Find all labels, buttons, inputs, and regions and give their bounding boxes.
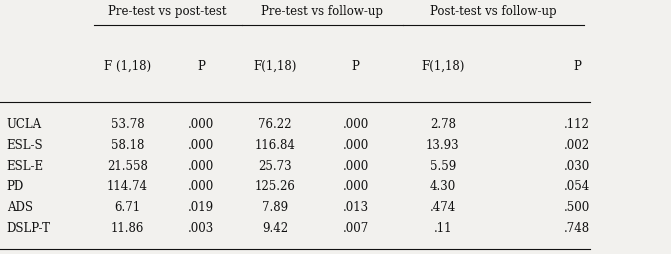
Text: ESL-S: ESL-S [7, 139, 44, 152]
Text: 5.59: 5.59 [429, 160, 456, 173]
Text: .000: .000 [188, 139, 215, 152]
Text: .000: .000 [188, 180, 215, 194]
Text: 4.30: 4.30 [429, 180, 456, 194]
Text: .007: .007 [342, 222, 369, 235]
Text: DSLP-T: DSLP-T [7, 222, 51, 235]
Text: .000: .000 [188, 118, 215, 131]
Text: P: P [352, 59, 360, 73]
Text: Pre-test vs follow-up: Pre-test vs follow-up [261, 5, 383, 18]
Text: 9.42: 9.42 [262, 222, 288, 235]
Text: PD: PD [7, 180, 24, 194]
Text: 7.89: 7.89 [262, 201, 288, 214]
Text: 13.93: 13.93 [426, 139, 460, 152]
Text: UCLA: UCLA [7, 118, 42, 131]
Text: .112: .112 [564, 118, 590, 131]
Text: F(1,18): F(1,18) [254, 59, 297, 73]
Text: .019: .019 [189, 201, 214, 214]
Text: 114.74: 114.74 [107, 180, 148, 194]
Text: 58.18: 58.18 [111, 139, 144, 152]
Text: 25.73: 25.73 [258, 160, 292, 173]
Text: ADS: ADS [7, 201, 33, 214]
Text: .11: .11 [433, 222, 452, 235]
Text: P: P [573, 59, 581, 73]
Text: 116.84: 116.84 [255, 139, 295, 152]
Text: 6.71: 6.71 [115, 201, 140, 214]
Text: F (1,18): F (1,18) [104, 59, 151, 73]
Text: .748: .748 [564, 222, 590, 235]
Text: Pre-test vs post-test: Pre-test vs post-test [109, 5, 227, 18]
Text: 21.558: 21.558 [107, 160, 148, 173]
Text: 11.86: 11.86 [111, 222, 144, 235]
Text: .013: .013 [343, 201, 368, 214]
Text: .030: .030 [564, 160, 590, 173]
Text: ESL-E: ESL-E [7, 160, 44, 173]
Text: 2.78: 2.78 [430, 118, 456, 131]
Text: .000: .000 [188, 160, 215, 173]
Text: .000: .000 [342, 180, 369, 194]
Text: .000: .000 [342, 160, 369, 173]
Text: 125.26: 125.26 [255, 180, 295, 194]
Text: 53.78: 53.78 [111, 118, 144, 131]
Text: .500: .500 [564, 201, 590, 214]
Text: .003: .003 [188, 222, 215, 235]
Text: .002: .002 [564, 139, 590, 152]
Text: .054: .054 [564, 180, 590, 194]
Text: P: P [197, 59, 205, 73]
Text: .474: .474 [429, 201, 456, 214]
Text: Post-test vs follow-up: Post-test vs follow-up [430, 5, 556, 18]
Text: .000: .000 [342, 118, 369, 131]
Text: F(1,18): F(1,18) [421, 59, 464, 73]
Text: .000: .000 [342, 139, 369, 152]
Text: 76.22: 76.22 [258, 118, 292, 131]
